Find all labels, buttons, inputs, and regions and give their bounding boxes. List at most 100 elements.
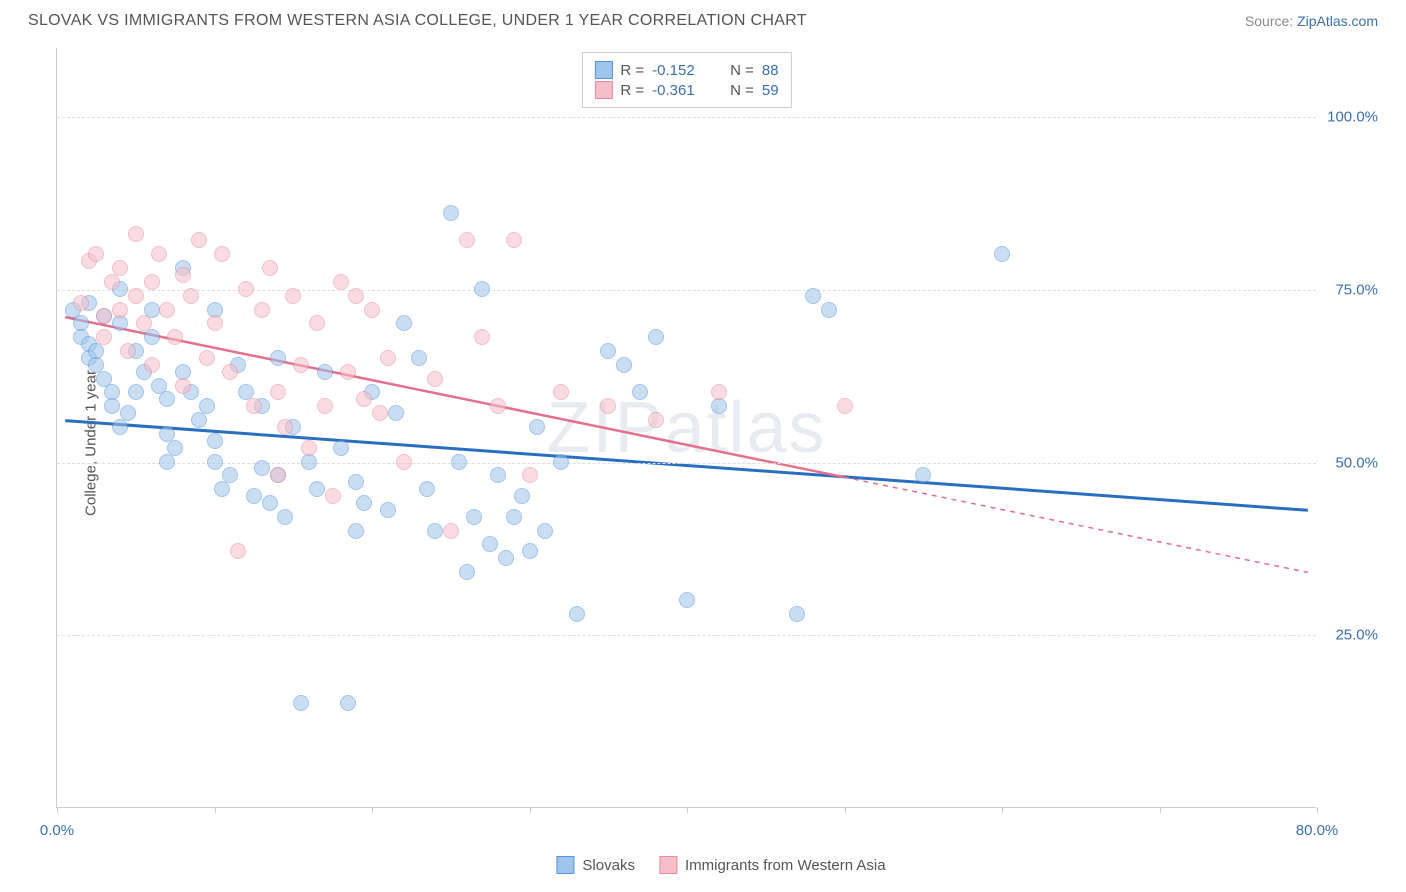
x-tick-mark [1002,807,1003,813]
data-point [128,226,144,242]
legend-swatch [659,856,677,874]
x-tick-mark [215,807,216,813]
data-point [199,398,215,414]
data-point [191,412,207,428]
data-point [262,260,278,276]
y-tick-label: 25.0% [1335,627,1378,644]
legend-item: Immigrants from Western Asia [659,856,886,874]
data-point [616,357,632,373]
data-point [88,343,104,359]
data-point [396,315,412,331]
data-point [144,329,160,345]
data-point [522,467,538,483]
data-point [159,454,175,470]
data-point [522,543,538,559]
data-point [191,232,207,248]
data-point [569,606,585,622]
data-point [175,378,191,394]
legend-swatch [594,81,612,99]
source-attribution: Source: ZipAtlas.com [1245,13,1378,29]
data-point [451,454,467,470]
data-point [277,419,293,435]
data-point [821,302,837,318]
source-label: Source: [1245,13,1297,29]
data-point [207,315,223,331]
data-point [427,371,443,387]
data-point [553,454,569,470]
data-point [490,467,506,483]
data-point [88,246,104,262]
stats-legend-box: R =-0.152N =88R =-0.361N =59 [581,52,791,108]
data-point [207,454,223,470]
data-point [301,454,317,470]
source-link[interactable]: ZipAtlas.com [1297,13,1378,29]
legend-label: Immigrants from Western Asia [685,857,886,874]
data-point [805,288,821,304]
data-point [648,329,664,345]
data-point [246,398,262,414]
data-point [474,329,490,345]
y-tick-label: 75.0% [1335,281,1378,298]
data-point [112,260,128,276]
data-point [112,302,128,318]
regression-lines-svg [57,48,1316,807]
data-point [317,398,333,414]
data-point [246,488,262,504]
n-value: 59 [762,82,779,99]
chart-header: SLOVAK VS IMMIGRANTS FROM WESTERN ASIA C… [28,12,1378,30]
legend-swatch [594,61,612,79]
data-point [459,232,475,248]
data-point [112,315,128,331]
data-point [175,267,191,283]
data-point [506,232,522,248]
data-point [411,350,427,366]
data-point [144,357,160,373]
data-point [128,288,144,304]
r-label: R = [620,82,644,99]
data-point [159,391,175,407]
data-point [270,467,286,483]
y-tick-label: 100.0% [1327,109,1378,126]
data-point [136,315,152,331]
data-point [222,467,238,483]
data-point [506,509,522,525]
data-point [915,467,931,483]
data-point [380,350,396,366]
data-point [498,550,514,566]
legend-label: Slovaks [582,857,635,874]
data-point [348,288,364,304]
data-point [514,488,530,504]
data-point [466,509,482,525]
data-point [120,405,136,421]
x-tick-mark [1160,807,1161,813]
data-point [254,302,270,318]
data-point [301,440,317,456]
r-label: R = [620,62,644,79]
plot-area: ZIPatlas R =-0.152N =88R =-0.361N =59 25… [56,48,1316,808]
data-point [553,384,569,400]
data-point [789,606,805,622]
data-point [309,481,325,497]
data-point [356,391,372,407]
data-point [159,302,175,318]
bottom-legend: Slovaks Immigrants from Western Asia [556,856,885,874]
data-point [293,357,309,373]
data-point [325,488,341,504]
data-point [309,315,325,331]
stats-row: R =-0.152N =88 [594,61,778,79]
x-tick-mark [530,807,531,813]
x-tick-mark [687,807,688,813]
data-point [994,246,1010,262]
x-tick-label: 0.0% [40,822,74,839]
data-point [333,440,349,456]
data-point [230,543,246,559]
data-point [317,364,333,380]
x-tick-mark [372,807,373,813]
data-point [490,398,506,414]
data-point [443,523,459,539]
r-value: -0.361 [652,82,712,99]
n-label: N = [730,82,754,99]
data-point [270,384,286,400]
gridline [57,117,1316,118]
data-point [474,281,490,297]
